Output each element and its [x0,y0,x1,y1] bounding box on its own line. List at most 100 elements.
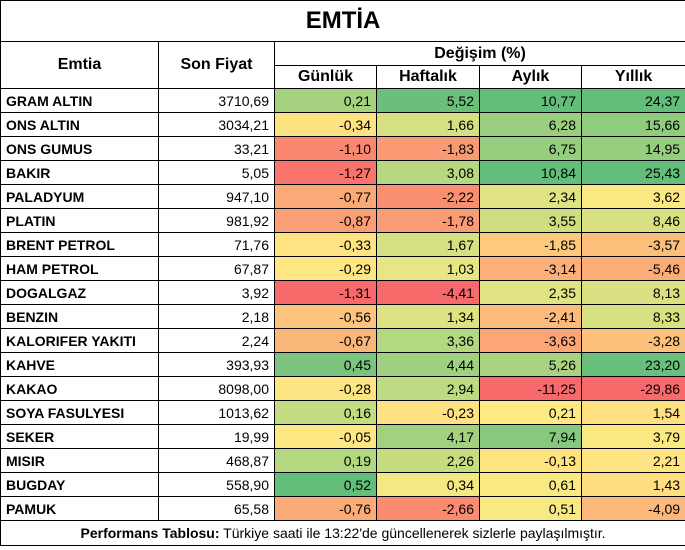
table-row: KAHVE 393,93 0,45 4,44 5,26 23,20 [0,352,685,377]
change-aylik: -11,25 [479,376,582,401]
table-row: ONS GUMUS 33,21 -1,10 -1,83 6,75 14,95 [0,136,685,161]
last-price: 3034,21 [158,112,275,137]
change-gunluk: -1,10 [274,136,377,161]
change-haftalik: 4,44 [376,352,480,377]
change-haftalik: -1,83 [376,136,480,161]
change-aylik: 6,28 [479,112,582,137]
last-price: 5,05 [158,160,275,185]
change-aylik: 0,51 [479,496,582,521]
table-row: DOGALGAZ 3,92 -1,31 -4,41 2,35 8,13 [0,280,685,305]
change-yillik: -3,28 [580,328,685,353]
change-haftalik: 5,52 [376,88,480,113]
change-yillik: -29,86 [580,376,685,401]
change-yillik: 25,43 [580,160,685,185]
header-degisim: Değişim (%) [273,41,685,66]
last-price: 3,92 [158,280,275,305]
change-gunluk: -0,67 [274,328,377,353]
commodity-name: BAKIR [0,160,159,185]
header-son-fiyat: Son Fiyat [158,41,275,89]
change-yillik: 14,95 [580,136,685,161]
header-gunluk: Günlük [274,65,377,89]
last-price: 33,21 [158,136,275,161]
change-haftalik: -2,66 [376,496,480,521]
change-gunluk: -0,56 [274,304,377,329]
change-haftalik: 1,03 [376,256,480,281]
table-row: BAKIR 5,05 -1,27 3,08 10,84 25,43 [0,160,685,185]
change-yillik: 8,13 [580,280,685,305]
last-price: 393,93 [158,352,275,377]
table-row: GRAM ALTIN 3710,69 0,21 5,52 10,77 24,37 [0,88,685,113]
change-haftalik: 2,26 [376,448,480,473]
change-aylik: 0,61 [479,472,582,497]
commodity-name: ONS GUMUS [0,136,159,161]
change-haftalik: -4,41 [376,280,480,305]
change-haftalik: 1,67 [376,232,480,257]
change-aylik: -3,63 [479,328,582,353]
commodity-name: BRENT PETROL [0,232,159,257]
change-haftalik: -0,23 [376,400,480,425]
change-aylik: 7,94 [479,424,582,449]
header-emtia: Emtia [0,41,159,89]
table-row: BRENT PETROL 71,76 -0,33 1,67 -1,85 -3,57 [0,232,685,257]
footer-text: Türkiye saati ile 13:22'de güncellenerek… [219,525,606,541]
table-body: GRAM ALTIN 3710,69 0,21 5,52 10,77 24,37 ONS A… [0,88,685,521]
last-price: 19,99 [158,424,275,449]
last-price: 71,76 [158,232,275,257]
change-yillik: 24,37 [580,88,685,113]
table-row: ONS ALTIN 3034,21 -0,34 1,66 6,28 15,66 [0,112,685,137]
change-yillik: -5,46 [580,256,685,281]
change-gunluk: -0,87 [274,208,377,233]
change-gunluk: 0,45 [274,352,377,377]
table-row: SEKER 19,99 -0,05 4,17 7,94 3,79 [0,424,685,449]
change-yillik: -3,57 [580,232,685,257]
change-gunluk: -0,33 [274,232,377,257]
change-yillik: 8,33 [580,304,685,329]
last-price: 8098,00 [158,376,275,401]
change-yillik: 3,62 [580,184,685,209]
commodity-name: BUGDAY [0,472,159,497]
last-price: 67,87 [158,256,275,281]
commodity-name: PAMUK [0,496,159,521]
commodity-name: DOGALGAZ [0,280,159,305]
change-aylik: 10,77 [479,88,582,113]
change-aylik: 2,35 [479,280,582,305]
header-aylik: Aylık [479,65,582,89]
change-haftalik: 4,17 [376,424,480,449]
change-gunluk: -1,27 [274,160,377,185]
last-price: 558,90 [158,472,275,497]
table-row: PLATIN 981,92 -0,87 -1,78 3,55 8,46 [0,208,685,233]
change-aylik: 6,75 [479,136,582,161]
change-aylik: 5,26 [479,352,582,377]
change-aylik: 3,55 [479,208,582,233]
change-yillik: 3,79 [580,424,685,449]
change-yillik: 23,20 [580,352,685,377]
change-gunluk: 0,52 [274,472,377,497]
change-aylik: -1,85 [479,232,582,257]
change-yillik: 15,66 [580,112,685,137]
commodity-name: MISIR [0,448,159,473]
change-haftalik: 1,66 [376,112,480,137]
change-yillik: -4,09 [580,496,685,521]
table-row: KALORIFER YAKITI 2,24 -0,67 3,36 -3,63 -3,28 [0,328,685,353]
commodity-name: KALORIFER YAKITI [0,328,159,353]
table-row: HAM PETROL 67,87 -0,29 1,03 -3,14 -5,46 [0,256,685,281]
last-price: 2,18 [158,304,275,329]
commodity-name: SOYA FASULYESI [0,400,159,425]
commodity-name: PLATIN [0,208,159,233]
commodity-name: PALADYUM [0,184,159,209]
header-haftalik: Haftalık [376,65,480,89]
change-gunluk: -0,77 [274,184,377,209]
change-gunluk: -0,34 [274,112,377,137]
change-gunluk: -0,05 [274,424,377,449]
change-aylik: -2,41 [479,304,582,329]
last-price: 65,58 [158,496,275,521]
table-row: KAKAO 8098,00 -0,28 2,94 -11,25 -29,86 [0,376,685,401]
commodity-name: KAKAO [0,376,159,401]
change-haftalik: 2,94 [376,376,480,401]
change-aylik: 0,21 [479,400,582,425]
commodity-name: HAM PETROL [0,256,159,281]
commodity-name: SEKER [0,424,159,449]
change-aylik: -3,14 [479,256,582,281]
commodity-name: GRAM ALTIN [0,88,159,113]
